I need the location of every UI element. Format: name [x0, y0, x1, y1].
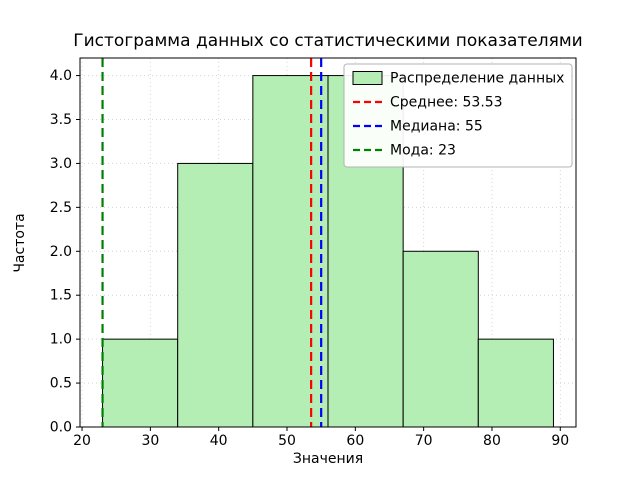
y-tick-label: 2.5 [50, 200, 72, 216]
x-tick-label: 20 [73, 433, 91, 449]
y-axis-label: Частота [12, 213, 28, 272]
x-tick-label: 60 [346, 433, 364, 449]
x-tick-label: 40 [210, 433, 228, 449]
axes-frame [79, 57, 577, 428]
y-tick-label: 3.5 [50, 112, 72, 128]
y-tick-label: 3.0 [50, 156, 72, 172]
histogram-bar [102, 338, 179, 428]
y-tick-label: 1.5 [50, 288, 72, 304]
histogram-bar [252, 75, 329, 428]
legend-label: Мода: 23 [390, 143, 456, 159]
legend-label: Медиана: 55 [390, 119, 483, 135]
x-axis-label: Значения [293, 451, 363, 467]
legend-label: Распределение данных [390, 71, 564, 87]
x-tick-label: 50 [278, 433, 296, 449]
y-tick-label: 0.0 [50, 420, 72, 436]
legend-box [343, 63, 573, 168]
histogram-bar [477, 338, 554, 428]
x-tick-label: 70 [415, 433, 433, 449]
x-tick-label: 30 [141, 433, 159, 449]
y-tick-label: 0.5 [50, 376, 72, 392]
x-tick-label: 80 [483, 433, 501, 449]
chart-title: Гистограмма данных со статистическими по… [73, 31, 582, 51]
legend-label: Среднее: 53.53 [390, 95, 503, 111]
histogram-bar [177, 162, 254, 428]
y-tick-label: 4.0 [50, 68, 72, 84]
chart-layers: 20 30 40 50 60 70 80 90 0.0 0.5 1.0 1.5 2.0 2.5 3.0 3.5… [50, 57, 577, 449]
legend-patch [352, 71, 383, 85]
y-tick-label: 1.0 [50, 332, 72, 348]
histogram-bar [402, 250, 479, 428]
x-tick-label: 90 [551, 433, 569, 449]
y-tick-label: 2.0 [50, 244, 72, 260]
